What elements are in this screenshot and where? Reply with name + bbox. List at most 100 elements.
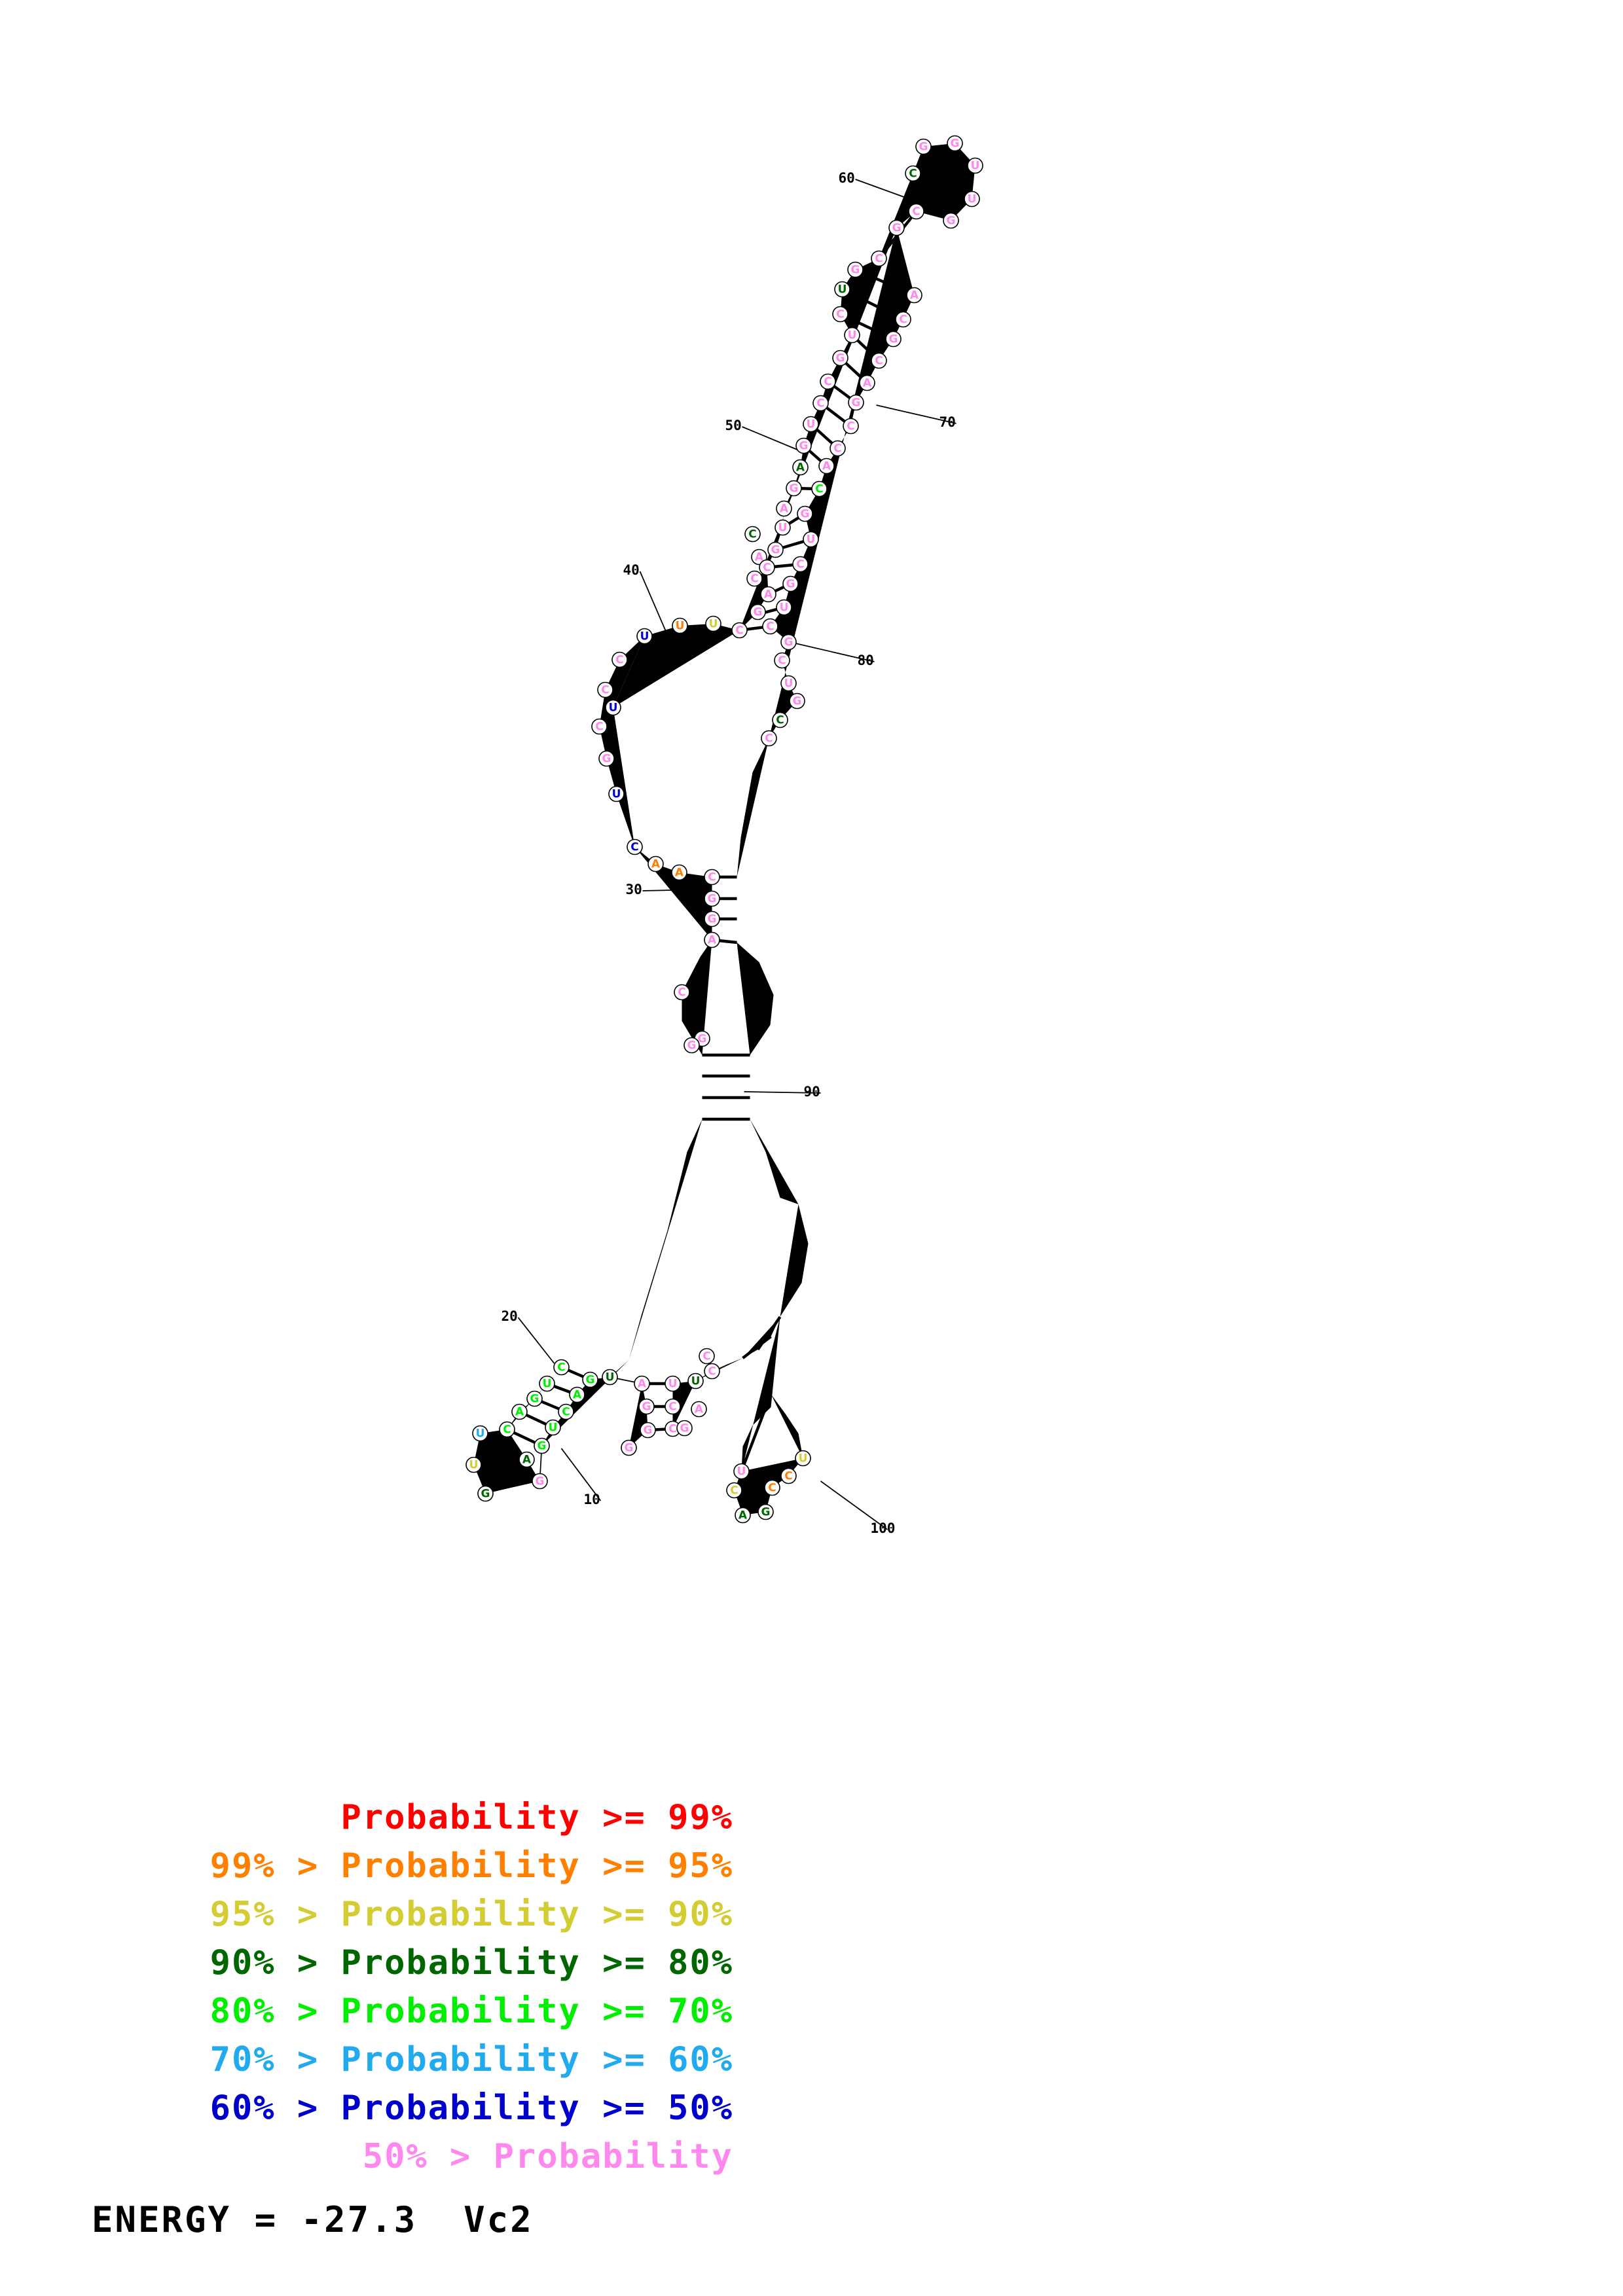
legend-row: 95% > Probability >= 90% bbox=[210, 1895, 733, 1934]
base-circle bbox=[704, 869, 720, 886]
base-circle bbox=[477, 1485, 494, 1502]
base-circle bbox=[750, 603, 766, 620]
base-letter: C bbox=[833, 442, 841, 456]
base-letter: U bbox=[838, 283, 847, 296]
base-letter: G bbox=[698, 1033, 707, 1046]
base-circle bbox=[553, 1359, 570, 1376]
base-circle bbox=[782, 575, 799, 592]
base-letter: G bbox=[536, 1475, 545, 1488]
base-circle bbox=[905, 165, 921, 182]
base-circle bbox=[647, 855, 664, 872]
base-circle bbox=[733, 1463, 750, 1480]
nucleotide-31: G bbox=[704, 910, 720, 927]
nucleotide-59: A bbox=[792, 459, 809, 476]
base-circle bbox=[767, 541, 784, 558]
position-leader-line bbox=[560, 1448, 602, 1501]
base-circle bbox=[792, 459, 809, 476]
base-circle bbox=[859, 374, 875, 391]
base-letter: G bbox=[538, 1440, 547, 1453]
base-circle bbox=[834, 281, 850, 298]
base-circle bbox=[640, 1422, 656, 1439]
base-letter: C bbox=[909, 168, 917, 181]
position-label-60: 60 bbox=[839, 170, 855, 186]
nucleotide-43: C bbox=[597, 681, 613, 698]
position-leader-line bbox=[744, 1091, 821, 1094]
nucleotide-26: A bbox=[691, 1401, 707, 1418]
base-circle bbox=[844, 327, 860, 344]
base-letter: G bbox=[687, 1039, 697, 1052]
nucleotide-42: C bbox=[591, 718, 608, 735]
base-letter: G bbox=[754, 606, 763, 619]
base-letter: A bbox=[708, 934, 717, 947]
nucleotide-64: G bbox=[832, 350, 848, 367]
nucleotide-21: C bbox=[665, 1420, 681, 1437]
base-letter: C bbox=[557, 1361, 565, 1374]
base-circle bbox=[611, 651, 628, 668]
base-circle bbox=[795, 1450, 811, 1467]
base-letter: U bbox=[476, 1427, 485, 1441]
base-letter: G bbox=[761, 1506, 771, 1519]
nucleotide-72: G bbox=[947, 135, 963, 152]
nucleotide-84: C bbox=[843, 418, 859, 435]
base-circle bbox=[532, 1473, 548, 1490]
base-circle bbox=[605, 699, 621, 716]
position-label-30: 30 bbox=[626, 882, 642, 897]
base-circle bbox=[704, 890, 720, 907]
base-letter: A bbox=[522, 1454, 532, 1467]
nucleotide-88: G bbox=[797, 505, 813, 522]
base-letter: U bbox=[807, 418, 816, 431]
base-circle bbox=[811, 480, 828, 497]
nucleotide-7: U bbox=[539, 1375, 555, 1392]
base-letter: U bbox=[691, 1375, 701, 1388]
base-circle bbox=[803, 531, 819, 548]
base-letter: U bbox=[848, 329, 857, 342]
nucleotide-17: A bbox=[634, 1375, 650, 1392]
legend-row: 90% > Probability >= 80% bbox=[210, 1943, 733, 1982]
base-letter: U bbox=[609, 702, 618, 715]
position-leader-line bbox=[820, 1480, 888, 1530]
base-circle bbox=[671, 864, 687, 881]
base-letter: G bbox=[947, 215, 956, 228]
nucleotide-95: C bbox=[774, 652, 790, 669]
base-letter: A bbox=[515, 1406, 524, 1419]
base-circle bbox=[636, 628, 653, 645]
base-circle bbox=[499, 1421, 515, 1438]
base-circle bbox=[780, 1467, 797, 1484]
nucleotide-61: U bbox=[803, 416, 819, 433]
nucleotide-5: A bbox=[511, 1403, 528, 1420]
position-leader-line bbox=[876, 404, 957, 424]
nucleotide-25: C bbox=[704, 1363, 720, 1380]
base-letter: A bbox=[796, 461, 805, 475]
nucleotide-50: A bbox=[760, 586, 776, 603]
nucleotide-2: U bbox=[465, 1456, 482, 1473]
base-circle bbox=[627, 838, 643, 855]
nucleotide-89: U bbox=[803, 531, 819, 548]
base-circle bbox=[967, 157, 983, 174]
base-circle bbox=[735, 1507, 751, 1524]
base-letter: A bbox=[695, 1403, 704, 1416]
base-circle bbox=[797, 505, 813, 522]
base-letter: G bbox=[852, 397, 861, 410]
nucleotide-15: G bbox=[582, 1371, 598, 1388]
base-circle bbox=[843, 418, 859, 435]
base-circle bbox=[526, 1390, 543, 1407]
base-circle bbox=[759, 559, 775, 576]
base-letter: G bbox=[784, 636, 793, 649]
base-letter: C bbox=[875, 355, 883, 368]
base-letter: C bbox=[784, 1470, 792, 1483]
base-letter: U bbox=[606, 1371, 615, 1384]
base-letter: A bbox=[764, 588, 773, 601]
base-letter: A bbox=[780, 503, 789, 516]
nucleotide-38: C bbox=[627, 838, 643, 855]
base-circle bbox=[665, 1375, 681, 1392]
nucleotide-9: A bbox=[519, 1451, 535, 1468]
base-letter: C bbox=[601, 684, 609, 697]
base-letter: U bbox=[668, 1378, 678, 1391]
base-letter: C bbox=[748, 528, 756, 541]
base-circle bbox=[726, 1482, 742, 1499]
base-circle bbox=[591, 718, 608, 735]
base-letter: U bbox=[549, 1422, 558, 1435]
base-circle bbox=[812, 395, 829, 412]
position-number-labels: 10 20 30 40 50 60 70 80 90 100 bbox=[501, 170, 956, 1536]
base-letter: C bbox=[763, 562, 771, 575]
